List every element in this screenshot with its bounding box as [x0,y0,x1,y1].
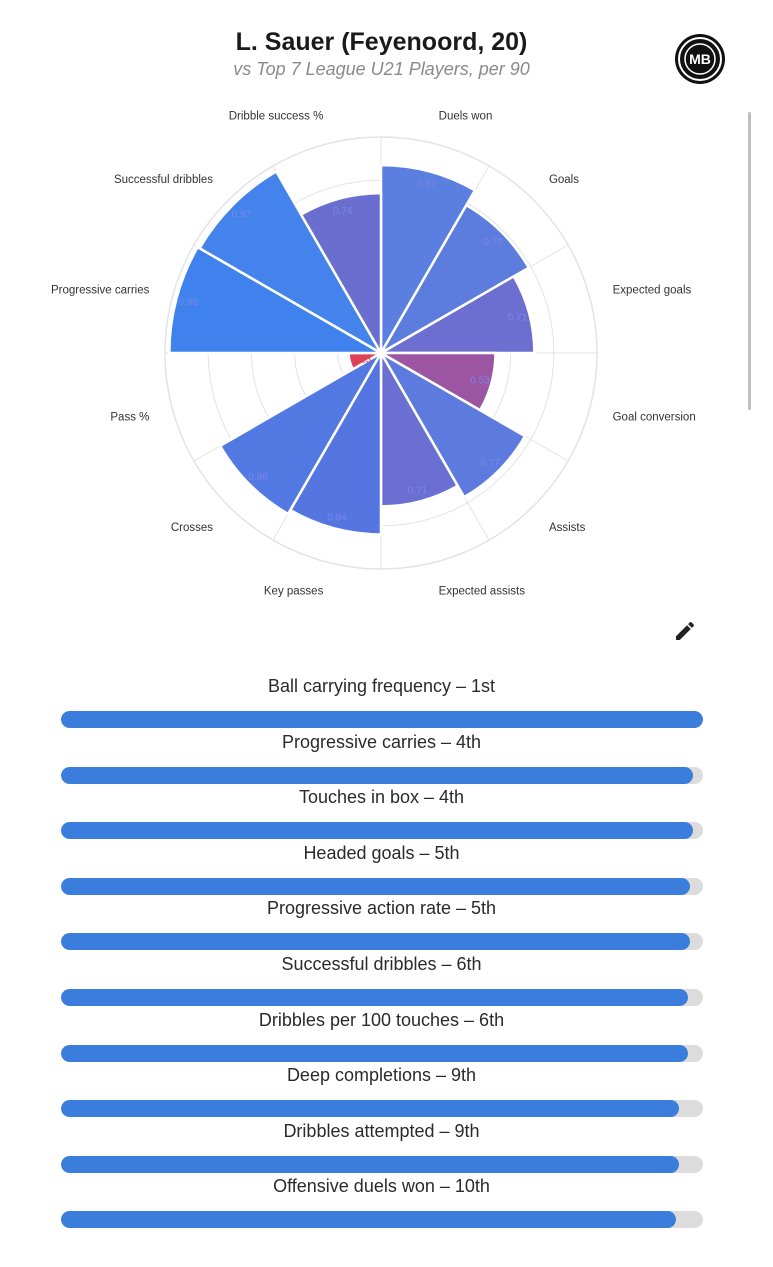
percentile-bar-fill [61,711,703,728]
percentile-bar-track [61,1100,703,1118]
radar-category-label: Assists [549,522,586,534]
radar-wedge [288,348,383,536]
radar-category-label: Duels won [439,110,493,122]
radar-value-label: 0.87 [417,179,437,190]
radar-value-label: 0.77 [480,458,500,469]
chart-subtitle: vs Top 7 League U21 Players, per 90 [233,59,530,79]
percentile-bar-label: Offensive duels won – 10th [273,1176,490,1197]
radar-value-label: 0.71 [508,312,528,323]
percentile-bar-label: Progressive carries – 4th [281,731,482,752]
percentile-bar-row: Ball carrying frequency – 1st [0,676,773,732]
logo-text: MB [689,51,711,67]
radar-category-label: Dribble success % [229,110,324,122]
percentile-bar-fill [61,1044,688,1062]
scrollbar[interactable] [748,112,751,410]
percentile-bar-label: Touches in box – 4th [298,787,465,808]
percentile-bar-fill [61,877,691,895]
percentile-bar-row: Progressive carries – 4th [0,732,773,788]
radar-category-label: Pass % [110,412,149,424]
pencil-icon[interactable] [673,619,697,643]
radar-wedge [168,245,386,355]
percentile-bar-row: Progressive action rate – 5th [0,898,773,954]
radar-value-label: 0.53 [470,376,490,387]
mb-logo[interactable]: MB [674,33,726,85]
radar-value-label: 0.79 [483,237,503,248]
percentile-bar-fill [61,822,694,840]
percentile-bar-track [61,1044,703,1062]
percentile-bar-row: Dribbles attempted – 9th [0,1121,773,1177]
radar-category-label: Key passes [264,586,324,598]
percentile-bar-label: Headed goals – 5th [303,842,460,863]
percentile-bar-fill [61,766,694,784]
radar-wedge [377,203,531,357]
percentile-bar-row: Offensive duels won – 10th [0,1176,773,1232]
radar-category-label: Expected assists [439,586,526,598]
percentile-bar-track [61,933,703,951]
radar-category-label: Expected goals [613,284,692,296]
percentile-bar-label: Dribbles per 100 touches – 6th [258,1009,505,1030]
radar-wedge [379,163,477,358]
radar-value-label: 0.98 [178,297,198,308]
percentile-bar-row: Dribbles per 100 touches – 6th [0,1010,773,1066]
radar-value-label: 0.84 [327,513,347,524]
radar-wedge [197,169,385,357]
radar-category-label: Progressive carries [51,284,150,296]
percentile-bar-fill [61,933,691,951]
percentile-bar-fill [61,1100,680,1118]
radar-category-label: Goal conversion [613,412,696,424]
percentile-bar-track [61,766,703,784]
radar-value-label: 0.74 [333,206,353,217]
percentile-bar-fill [61,1211,677,1229]
percentile-bar-track [61,877,703,895]
percentile-bar-track [61,1211,703,1229]
percentile-bar-row: Headed goals – 5th [0,843,773,899]
radar-category-label: Goals [549,174,579,186]
percentile-bar-label: Dribbles attempted – 9th [283,1120,480,1141]
radar-value-label: 0.97 [232,209,252,220]
radar-value-label: 0.86 [248,472,268,483]
radar-category-label: Successful dribbles [114,174,213,186]
percentile-bar-track [61,822,703,840]
percentile-bar-label: Deep completions – 9th [286,1065,477,1086]
radar-wedge [299,191,383,358]
percentile-bar-row: Successful dribbles – 6th [0,954,773,1010]
percentile-bar-fill [61,989,688,1006]
percentile-bar-row: Touches in box – 4th [0,787,773,843]
percentile-bar-track [61,989,703,1006]
percentile-bar-label: Successful dribbles – 6th [281,954,482,974]
chart-title: L. Sauer (Feyenoord, 20) [235,28,528,56]
radar-wedge [377,349,527,499]
radar-wedge [218,349,385,516]
percentile-bar-fill [61,1155,680,1173]
radar-chart: 0.87 0.79 0.71 0.53 0.77 0.71 0.84 0.86 0.15 0.98… [51,110,696,598]
percentile-bar-label: Ball carrying frequency – 1st [267,676,496,696]
percentile-bar-track [61,1155,703,1173]
radar-wedge [376,274,536,355]
percentile-bar-row: Deep completions – 9th [0,1065,773,1121]
percentile-bar-label: Progressive action rate – 5th [266,898,497,919]
radar-value-label: 0.15 [352,354,372,365]
radar-value-label: 0.71 [408,486,428,497]
percentile-bar-track [61,711,703,728]
radar-category-label: Crosses [171,522,213,534]
